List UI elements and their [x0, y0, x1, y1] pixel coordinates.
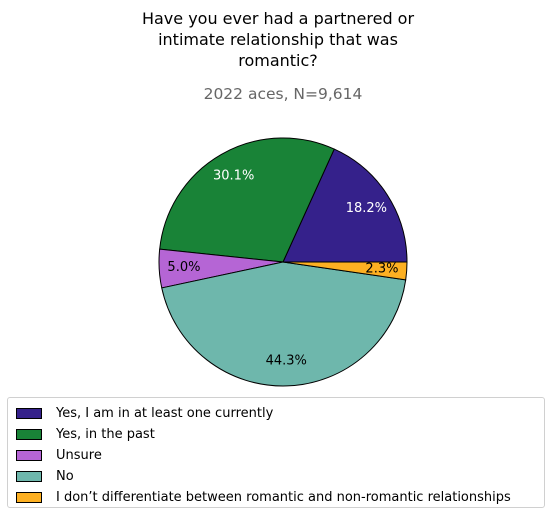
legend: Yes, I am in at least one currently Yes,… [7, 397, 545, 508]
pie-slices [158, 137, 408, 387]
legend-item: Yes, in the past [16, 424, 544, 445]
legend-item: I don’t differentiate between romantic a… [16, 487, 544, 508]
slice-percent-label: 30.1% [213, 168, 254, 183]
slice-percent-label: 44.3% [266, 354, 307, 369]
legend-label: I don’t differentiate between romantic a… [56, 490, 511, 505]
legend-swatch [16, 450, 42, 461]
legend-swatch [16, 429, 42, 440]
pie-slice [161, 261, 407, 387]
legend-label: Unsure [56, 448, 102, 463]
legend-label: Yes, in the past [56, 427, 155, 442]
slice-percent-label: 18.2% [346, 201, 387, 216]
chart-title-line-3: romantic? [238, 51, 318, 70]
chart-title-line-2: intimate relationship that was [158, 30, 398, 49]
pie-slice [282, 261, 408, 281]
legend-item: Yes, I am in at least one currently [16, 403, 544, 424]
pie-slice [159, 137, 335, 263]
legend-item: No [16, 466, 544, 487]
legend-label: No [56, 469, 74, 484]
chart-title-line-1: Have you ever had a partnered or [142, 9, 415, 28]
slice-percent-label: 5.0% [167, 260, 200, 275]
pie-percent-labels: 18.2% 30.1% 5.0% 44.3% 2.3% [167, 168, 398, 368]
legend-label: Yes, I am in at least one currently [56, 406, 274, 421]
pie-slice [282, 148, 408, 263]
legend-item: Unsure [16, 445, 544, 466]
legend-swatch [16, 408, 42, 419]
legend-swatch [16, 471, 42, 482]
slice-percent-label: 2.3% [365, 262, 398, 277]
chart-subtitle: 2022 aces, N=9,614 [204, 85, 363, 103]
legend-swatch [16, 492, 42, 503]
